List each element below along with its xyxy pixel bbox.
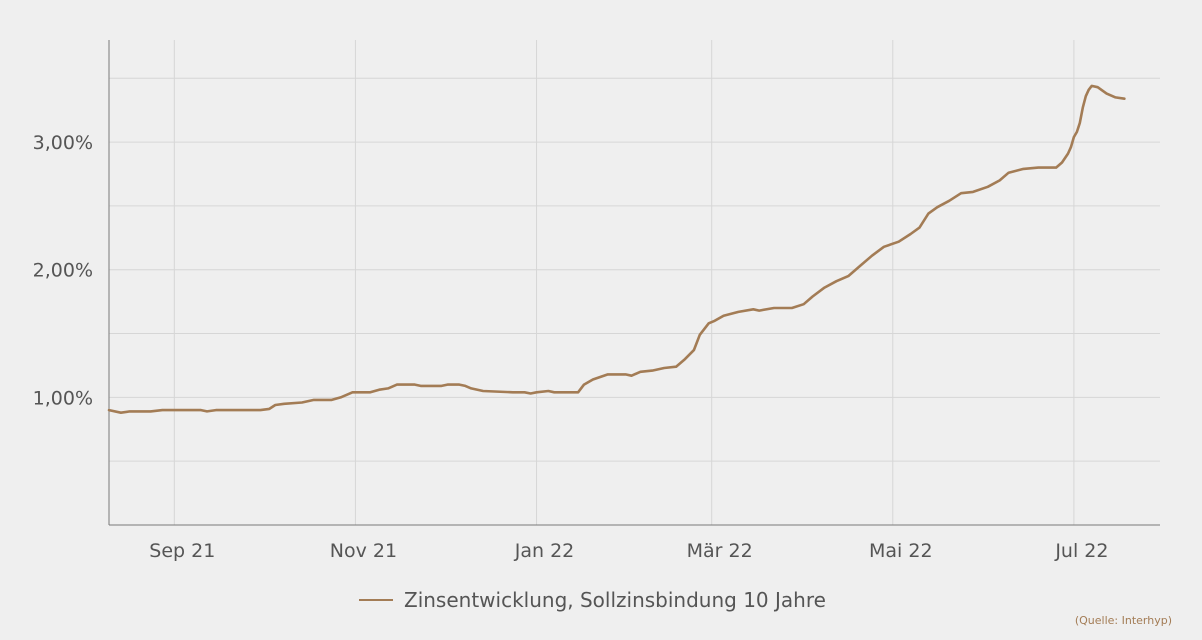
legend-label: Zinsentwicklung, Sollzinsbindung 10 Jahr… bbox=[404, 588, 826, 612]
x-tick-label: Sep 21 bbox=[149, 540, 215, 562]
x-tick-label: Nov 21 bbox=[330, 540, 397, 562]
x-tick-label: Jul 22 bbox=[1054, 540, 1108, 562]
x-tick-label: Mai 22 bbox=[869, 540, 933, 562]
legend-swatch bbox=[359, 599, 393, 601]
y-tick-label: 1,00% bbox=[33, 387, 93, 409]
tick-labels: 1,00% 2,00% 3,00% Sep 21 Nov 21 Jan 22 Mär 22 M… bbox=[33, 132, 1109, 562]
series-line bbox=[107, 84, 1126, 415]
legend: Zinsentwicklung, Sollzinsbindung 10 Jahr… bbox=[359, 588, 826, 612]
series bbox=[107, 84, 1126, 415]
x-tick-label: Mär 22 bbox=[687, 540, 753, 562]
source-note: (Quelle: Interhyp) bbox=[1074, 614, 1172, 627]
y-tick-label: 3,00% bbox=[33, 132, 93, 154]
axes bbox=[108, 40, 1160, 526]
y-tick-label: 2,00% bbox=[33, 260, 93, 282]
grid bbox=[109, 40, 1160, 525]
x-tick-label: Jan 22 bbox=[514, 540, 575, 562]
